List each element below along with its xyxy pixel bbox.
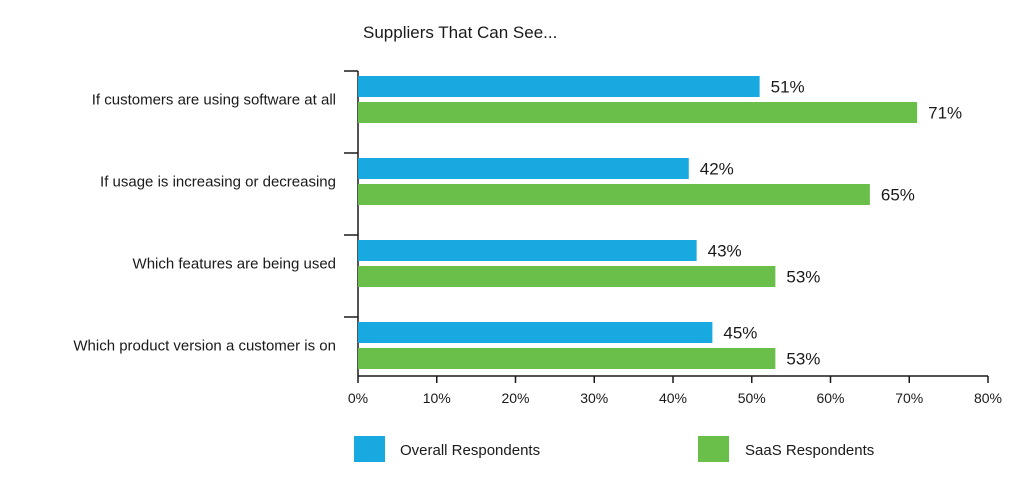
legend-swatch-saas	[698, 436, 729, 462]
legend-label-overall: Overall Respondents	[400, 442, 540, 459]
bar-overall-3	[358, 240, 697, 261]
bar-overall-2	[358, 158, 689, 179]
x-tick-label: 30%	[580, 390, 608, 406]
bar-overall-1	[358, 76, 760, 97]
plot-area: 51% 71% If customers are using software at…	[73, 70, 1002, 406]
x-tick-label: 50%	[738, 390, 766, 406]
bar-saas-4	[358, 348, 776, 369]
x-tick-label: 20%	[501, 390, 529, 406]
x-tick-label: 70%	[895, 390, 923, 406]
category-label-4: Which product version a customer is on	[73, 338, 336, 355]
x-tick-label: 40%	[659, 390, 687, 406]
data-label-overall-4: 45%	[723, 324, 757, 343]
bar-saas-2	[358, 184, 870, 205]
chart-title: Suppliers That Can See...	[363, 23, 557, 42]
legend-swatch-overall	[354, 436, 385, 462]
category-label-3: Which features are being used	[133, 256, 336, 273]
bar-overall-4	[358, 322, 713, 343]
x-tick-label: 80%	[974, 390, 1002, 406]
legend: Overall Respondents SaaS Respondents	[354, 436, 874, 462]
data-label-saas-1: 71%	[928, 104, 962, 123]
data-label-overall-3: 43%	[708, 242, 742, 261]
x-tick-label: 10%	[423, 390, 451, 406]
bar-saas-3	[358, 266, 776, 287]
data-label-saas-3: 53%	[786, 268, 820, 287]
data-label-saas-4: 53%	[786, 350, 820, 369]
data-label-overall-2: 42%	[700, 160, 734, 179]
data-label-overall-1: 51%	[771, 78, 805, 97]
x-tick-label: 60%	[816, 390, 844, 406]
x-tick-label: 0%	[348, 390, 368, 406]
bar-saas-1	[358, 102, 918, 123]
category-label-1: If customers are using software at all	[92, 92, 336, 109]
category-label-2: If usage is increasing or decreasing	[100, 174, 336, 191]
data-label-saas-2: 65%	[881, 186, 915, 205]
legend-label-saas: SaaS Respondents	[745, 442, 874, 459]
